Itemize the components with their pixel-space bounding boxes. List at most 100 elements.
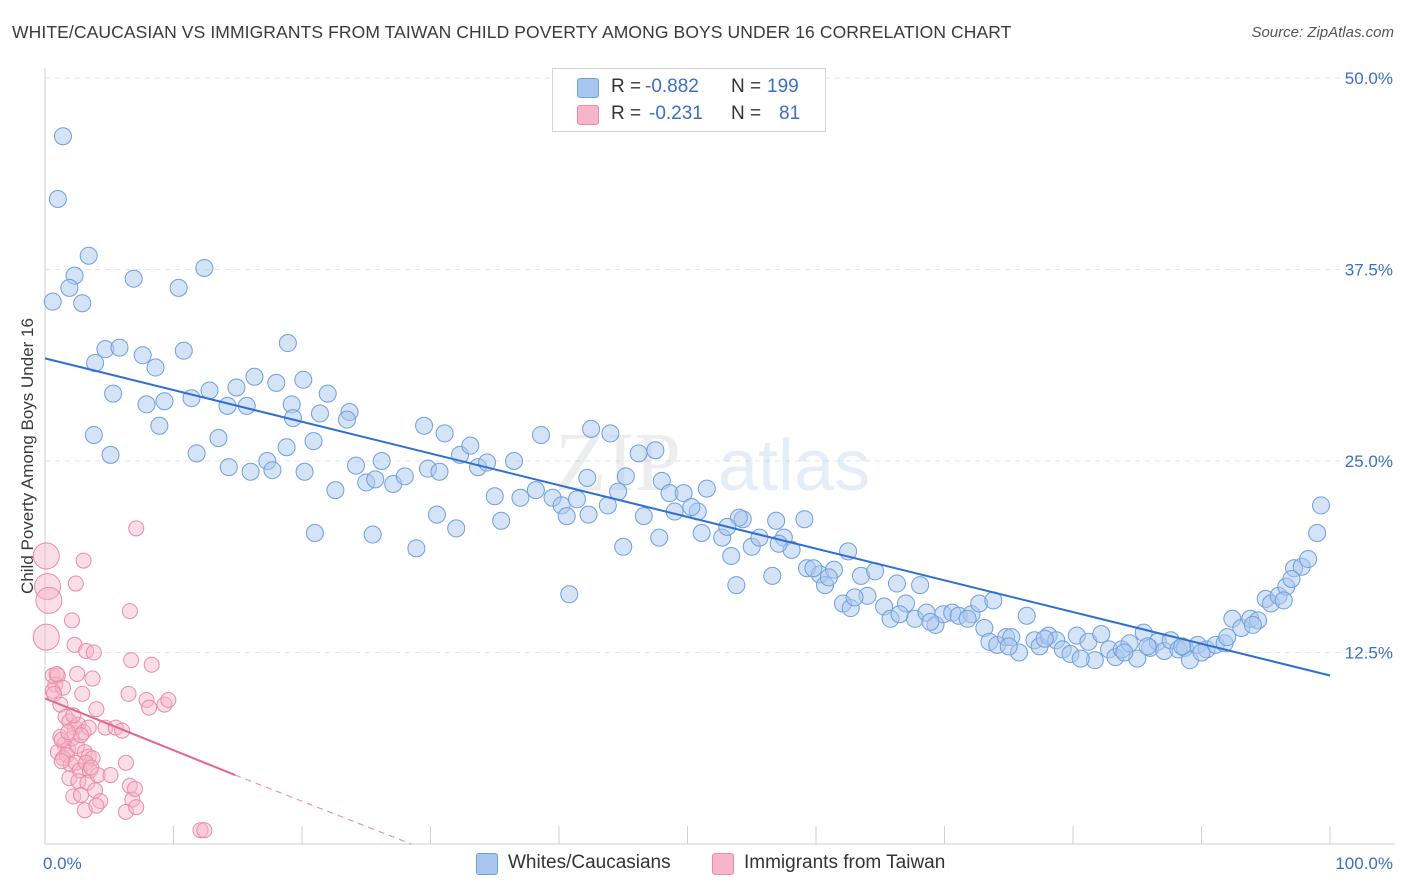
data-point-whites [366,470,385,489]
legend-swatch-whites [476,853,498,875]
stats-legend: R = -0.882 N = 199 R = -0.231 N = 81 [552,68,826,132]
grid-lines [45,77,1395,653]
data-point-whites [1218,628,1237,647]
data-point-taiwan [84,670,101,687]
source-credit: Source: ZipAtlas.com [1251,24,1394,41]
data-point-taiwan [48,665,65,682]
data-point-whites [579,505,598,524]
data-point-whites [1299,550,1318,569]
data-point-taiwan [72,786,89,803]
y-tick-label: 25.0% [1345,452,1393,471]
data-point-whites [60,278,79,297]
legend-swatch-whites [577,78,599,98]
data-point-taiwan [53,753,70,770]
data-point-whites [492,511,511,530]
data-point-taiwan [196,822,213,839]
data-point-whites [174,341,193,360]
data-point-taiwan [128,520,145,537]
data-point-whites [146,358,165,377]
data-point-whites [634,507,653,526]
data-point-whites [337,410,356,429]
legend-r-value: -0.882 [645,76,699,97]
data-point-taiwan [117,803,134,820]
data-point-taiwan [67,575,84,592]
data-point-whites [819,568,838,587]
data-point-whites [124,269,143,288]
data-point-whites [727,576,746,595]
trend-lines [44,357,1331,845]
data-point-whites [911,576,930,595]
data-point-taiwan [120,685,137,702]
data-point-whites [415,416,434,435]
data-point-taiwan [34,573,62,601]
data-point-whites [43,292,62,311]
data-point-whites [629,444,648,463]
data-point-whites [1138,637,1157,656]
data-point-whites [395,467,414,486]
legend-r-value: -0.231 [649,103,703,124]
data-point-whites [646,441,665,460]
data-point-whites [578,468,597,487]
data-point-whites [1017,606,1036,625]
legend-n-label: N = [731,76,762,97]
data-point-whites [1071,649,1090,668]
data-point-whites [532,425,551,444]
data-point-whites [999,637,1018,656]
data-point-whites [674,484,693,503]
data-point-whites [245,367,264,386]
data-point-taiwan [121,603,138,620]
data-point-whites [278,334,297,353]
data-point-taiwan [78,754,95,771]
trend-line-whites [44,357,1331,677]
y-tick-label: 37.5% [1345,261,1393,280]
data-point-whites [219,458,238,477]
data-point-whites [461,436,480,455]
data-point-whites [601,424,620,443]
data-point-whites [241,462,260,481]
data-point-whites [845,588,864,607]
data-point-whites [722,546,741,565]
data-point-whites [294,370,313,389]
data-point-whites [110,338,129,357]
data-point-whites [318,384,337,403]
data-point-taiwan [61,770,78,787]
data-point-taiwan [102,767,119,784]
chart-title: WHITE/CAUCASIAN VS IMMIGRANTS FROM TAIWA… [12,22,1012,42]
data-point-whites [326,481,345,500]
data-point-whites [567,490,586,509]
data-point-whites [48,190,67,209]
data-point-taiwan [114,722,131,739]
data-point-taiwan [72,727,89,744]
data-point-whites [697,479,716,498]
data-point-whites [53,127,72,146]
data-point-taiwan [121,777,138,794]
data-point-whites [1115,643,1134,662]
legend-swatch-taiwan [577,105,599,125]
data-point-whites [1308,524,1327,543]
trend-line-taiwan [44,697,236,776]
data-point-whites [267,373,286,392]
x-tick-label: 100.0% [1335,854,1393,873]
data-point-whites [682,497,701,516]
data-point-taiwan [60,724,77,741]
data-point-whites [372,452,391,470]
legend-r-label: R = [611,103,642,124]
data-point-taiwan [54,679,71,696]
y-tick-label: 12.5% [1345,644,1393,663]
data-point-whites [1173,637,1192,656]
data-point-whites [150,416,169,435]
data-point-whites [305,524,324,543]
legend-label-taiwan: Immigrants from Taiwan [744,852,946,873]
data-point-whites [169,278,188,297]
legend-label-whites: Whites/Caucasians [508,852,671,873]
data-point-whites [304,432,323,451]
data-point-whites [310,404,329,423]
data-point-taiwan [192,822,209,839]
data-point-whites [958,609,977,628]
data-point-taiwan [141,699,158,716]
data-point-taiwan [123,652,140,669]
data-point-whites [1282,569,1301,588]
data-point-whites [79,246,98,265]
data-point-taiwan [126,780,143,797]
